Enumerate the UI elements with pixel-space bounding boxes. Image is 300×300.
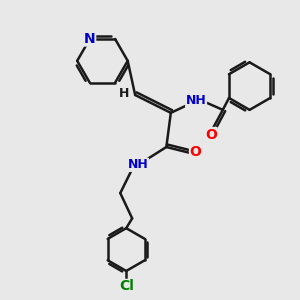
Text: N: N <box>84 32 96 46</box>
Text: O: O <box>205 128 217 142</box>
Text: NH: NH <box>128 158 148 171</box>
Text: NH: NH <box>186 94 206 107</box>
Text: Cl: Cl <box>119 279 134 293</box>
Text: H: H <box>119 87 129 100</box>
Text: O: O <box>190 146 201 159</box>
